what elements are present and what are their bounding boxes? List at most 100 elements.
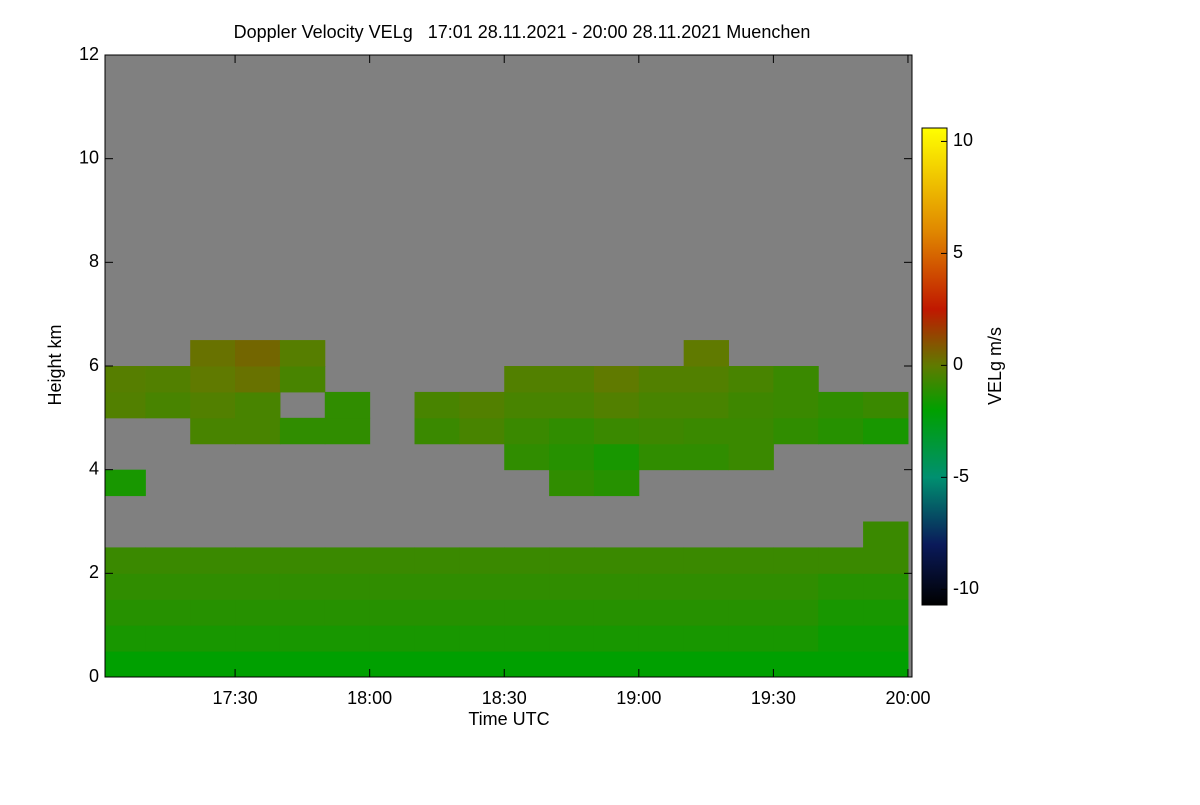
heatmap-cell [190,651,236,678]
heatmap-cell [593,547,640,574]
heatmap-cell [549,366,595,393]
heatmap-cell [638,573,685,600]
heatmap-cell [863,521,909,548]
heatmap-cell [728,366,774,393]
heatmap-cell [459,625,505,652]
heatmap-cell [863,651,909,678]
heatmap-cell [638,599,685,626]
heatmap-cell [683,417,730,445]
heatmap-cell [190,391,236,419]
heatmap-cell [549,573,595,600]
heatmap-cell [459,417,505,445]
heatmap-cell [818,625,864,652]
heatmap-cell [105,547,146,574]
heatmap-cell [504,573,550,600]
heatmap-cell [414,599,460,626]
heatmap-cell [773,547,819,574]
colorbar-label: VELg m/s [985,327,1005,405]
heatmap-cell [549,547,595,574]
heatmap-cell [638,443,685,471]
colorbar [921,127,948,606]
heatmap-cell [190,625,236,652]
heatmap-cell [414,625,460,652]
heatmap-cell [683,391,730,419]
heatmap-cell [773,366,819,393]
x-tick-label: 18:00 [347,688,392,708]
heatmap-cell [459,547,505,574]
heatmap-cell [105,366,146,393]
heatmap-cell [728,391,774,419]
heatmap-cell [638,417,685,445]
heatmap-cell [279,366,326,393]
heatmap-cell [818,417,864,445]
heatmap-cell [773,599,819,626]
heatmap-cell [773,391,819,419]
heatmap-cell [324,625,371,652]
x-axis-label: Time UTC [468,709,549,729]
y-tick-label: 2 [89,562,99,582]
colorbar-tick-label: -10 [953,578,979,598]
heatmap-cell [728,573,774,600]
heatmap-cell [145,625,191,652]
heatmap-cell [190,417,236,445]
heatmap-cell [145,366,191,393]
heatmap-cell [145,391,191,419]
x-tick-label: 19:30 [751,688,796,708]
heatmap-cell [190,340,236,367]
heatmap-cell [145,547,191,574]
heatmap-cell [414,547,460,574]
heatmap-cell [863,547,909,574]
heatmap-cell [235,366,281,393]
heatmap-cell [235,573,281,600]
heatmap-cell [279,340,326,367]
heatmap-cell [863,573,909,600]
heatmap-cell [504,366,550,393]
colorbar-tick-label: 0 [953,354,963,374]
heatmap-cell [593,443,640,471]
heatmap-cell [549,417,595,445]
heatmap-cell [105,625,146,652]
heatmap-cell [324,391,371,419]
heatmap-cell [773,625,819,652]
heatmap-cell [279,417,326,445]
heatmap-cell [728,417,774,445]
heatmap-cell [863,599,909,626]
x-tick-label: 17:30 [213,688,258,708]
heatmap-cell [105,391,146,419]
heatmap-cell [190,547,236,574]
heatmap-cell [549,599,595,626]
heatmap-cell [105,651,146,678]
heatmap-cell [145,573,191,600]
heatmap-cell [549,625,595,652]
heatmap-cell [369,599,416,626]
heatmap-cell [638,391,685,419]
y-tick-label: 10 [79,147,99,167]
heatmap-cell [818,391,864,419]
heatmap-cell [863,625,909,652]
y-tick-label: 8 [89,251,99,271]
x-tick-label: 20:00 [885,688,930,708]
heatmap-cell [728,599,774,626]
heatmap-cell [235,391,281,419]
x-tick-label: 19:00 [616,688,661,708]
heatmap-cell [683,625,730,652]
heatmap-cell [728,547,774,574]
heatmap-cell [638,651,685,678]
heatmap-cell [190,573,236,600]
heatmap-cell [105,573,146,600]
heatmap-cell [235,599,281,626]
heatmap-cell [145,599,191,626]
heatmap-cell [549,443,595,471]
heatmap-cell [279,651,326,678]
y-tick-label: 0 [89,666,99,686]
heatmap-cell [504,547,550,574]
heatmap-cell [773,417,819,445]
heatmap-cell [279,573,326,600]
heatmap-cell [324,547,371,574]
heatmap-cell [683,340,730,367]
heatmap-cell [190,366,236,393]
heatmap-cell [235,625,281,652]
colorbar-tick-label: -5 [953,466,969,486]
heatmap-cell [593,417,640,445]
